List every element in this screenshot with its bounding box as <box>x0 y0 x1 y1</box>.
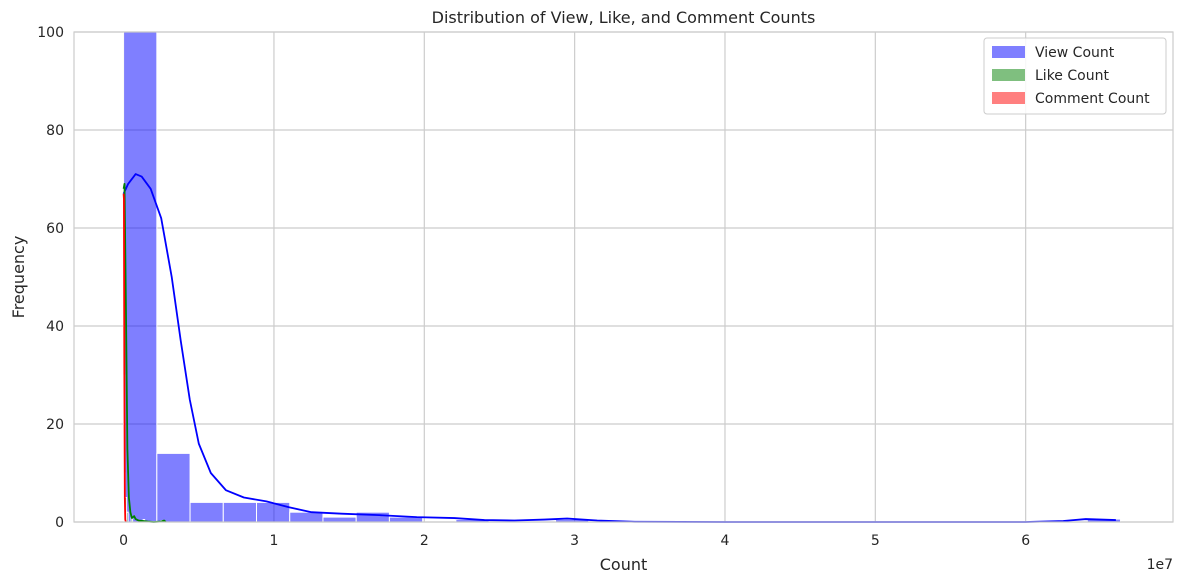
y-tick-label: 60 <box>46 221 64 237</box>
histogram-bar <box>189 501 224 523</box>
x-axis-label: Count <box>600 555 648 574</box>
legend-label: Like Count <box>1035 68 1109 84</box>
legend-swatch <box>992 46 1025 58</box>
histogram-bar <box>289 511 324 523</box>
y-tick-label: 40 <box>46 319 64 335</box>
x-axis-offset-label: 1e7 <box>1147 557 1173 573</box>
y-tick-label: 20 <box>46 417 64 433</box>
legend-label: Comment Count <box>1035 91 1150 107</box>
x-tick-label: 5 <box>871 533 880 549</box>
x-tick-label: 4 <box>721 533 730 549</box>
x-tick-label: 1 <box>269 533 278 549</box>
y-tick-label: 0 <box>55 515 64 531</box>
legend: View Count Like Count Comment Count <box>983 37 1167 115</box>
histogram-bar <box>123 31 158 523</box>
kde-line <box>122 193 127 523</box>
legend-swatch <box>992 69 1025 81</box>
histogram-bar <box>156 452 191 523</box>
y-tick-label: 100 <box>37 25 64 41</box>
legend-box <box>983 37 1167 115</box>
x-tick-label: 2 <box>420 533 429 549</box>
legend-label: View Count <box>1035 45 1115 61</box>
x-tick-label: 3 <box>570 533 579 549</box>
histogram-bars <box>123 31 1122 523</box>
y-axis-label: Frequency <box>9 236 28 319</box>
x-tick-label: 6 <box>1021 533 1030 549</box>
plot-frame <box>73 31 1174 523</box>
histogram-bar <box>126 511 129 523</box>
legend-swatch <box>992 92 1025 104</box>
x-tick-label: 0 <box>119 533 128 549</box>
chart-title: Distribution of View, Like, and Comment … <box>432 8 816 27</box>
y-tick-label: 80 <box>46 123 64 139</box>
histogram-bar <box>322 516 357 523</box>
histogram-bar <box>222 501 258 523</box>
